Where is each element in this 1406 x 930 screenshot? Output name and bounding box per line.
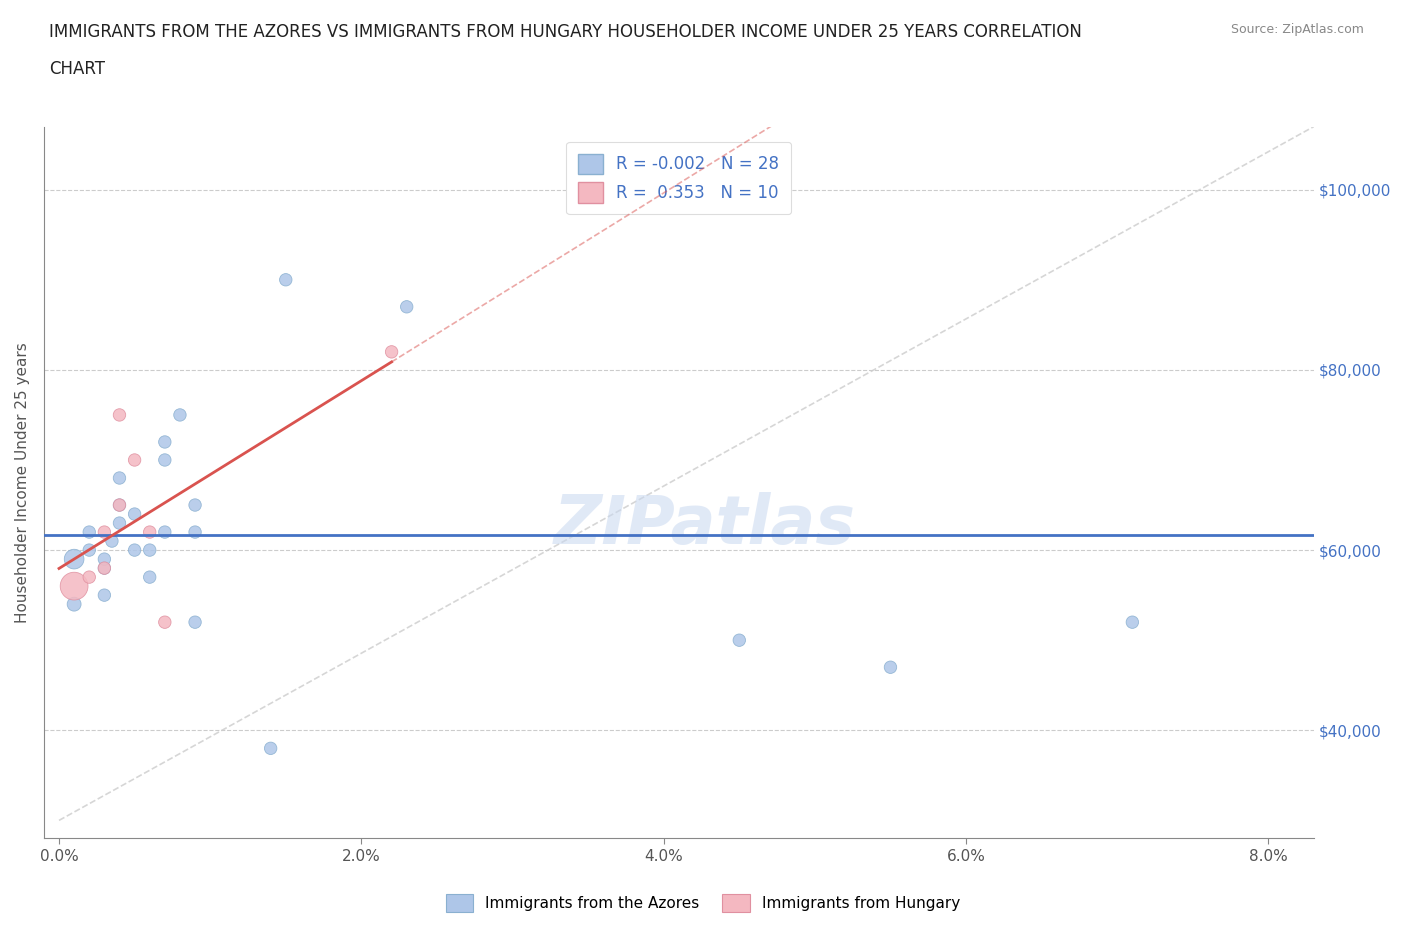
Point [259, 741, 281, 756]
Point [138, 570, 160, 585]
Point [93, 588, 115, 603]
Point [274, 272, 297, 287]
Point [93, 561, 115, 576]
Point [63, 578, 86, 593]
Text: IMMIGRANTS FROM THE AZORES VS IMMIGRANTS FROM HUNGARY HOUSEHOLDER INCOME UNDER 2: IMMIGRANTS FROM THE AZORES VS IMMIGRANTS… [49, 23, 1083, 41]
Point [1121, 615, 1143, 630]
Point [77, 543, 100, 558]
Legend: Immigrants from the Azores, Immigrants from Hungary: Immigrants from the Azores, Immigrants f… [440, 888, 966, 918]
Point [395, 299, 418, 314]
Point [93, 561, 115, 576]
Point [153, 434, 176, 449]
Point [124, 453, 146, 468]
Point [153, 525, 176, 539]
Point [124, 507, 146, 522]
Point [101, 534, 124, 549]
Point [153, 453, 176, 468]
Text: Source: ZipAtlas.com: Source: ZipAtlas.com [1230, 23, 1364, 36]
Point [108, 471, 131, 485]
Point [184, 498, 207, 512]
Point [153, 615, 176, 630]
Point [879, 659, 901, 674]
Point [728, 632, 751, 647]
Point [184, 615, 207, 630]
Point [124, 543, 146, 558]
Text: ZIPatlas: ZIPatlas [553, 492, 855, 558]
Y-axis label: Householder Income Under 25 years: Householder Income Under 25 years [15, 342, 30, 623]
Point [63, 551, 86, 566]
Point [63, 597, 86, 612]
Point [77, 570, 100, 585]
Point [138, 543, 160, 558]
Point [184, 525, 207, 539]
Point [77, 525, 100, 539]
Legend: R = -0.002   N = 28, R =  0.353   N = 10: R = -0.002 N = 28, R = 0.353 N = 10 [567, 142, 792, 215]
Point [138, 525, 160, 539]
Point [93, 525, 115, 539]
Point [93, 551, 115, 566]
Text: CHART: CHART [49, 60, 105, 78]
Point [381, 344, 404, 359]
Point [108, 498, 131, 512]
Point [169, 407, 191, 422]
Point [108, 407, 131, 422]
Point [108, 515, 131, 530]
Point [108, 498, 131, 512]
